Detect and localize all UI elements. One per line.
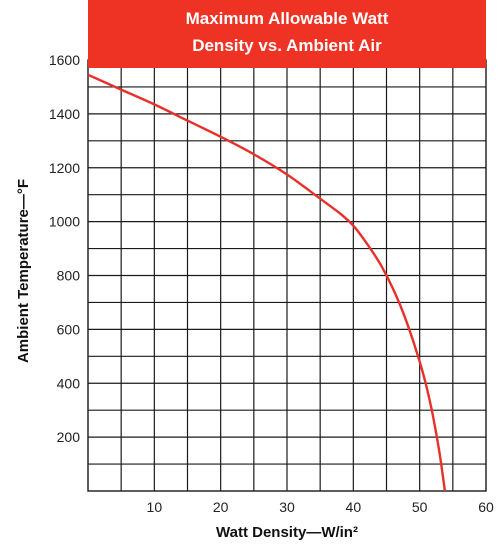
x-axis-label: Watt Density—W/in² <box>216 524 358 541</box>
y-tick-label: 800 <box>57 268 81 284</box>
y-tick-label: 1000 <box>49 214 80 230</box>
y-tick-label: 1600 <box>49 52 80 68</box>
y-tick-label: 400 <box>57 375 81 391</box>
x-tick-label: 60 <box>478 499 494 515</box>
title-banner <box>88 0 486 68</box>
x-tick-label: 10 <box>147 499 163 515</box>
y-axis-label: Ambient Temperature—°F <box>15 179 32 363</box>
x-tick-label: 40 <box>346 499 362 515</box>
series-line <box>87 73 447 492</box>
y-tick-label: 1400 <box>49 106 80 122</box>
x-axis-ticks: 10 20 30 40 50 60 <box>147 499 494 515</box>
chart-title-line-1: Maximum Allowable Watt <box>186 9 389 28</box>
y-tick-label: 1200 <box>49 160 80 176</box>
y-axis-ticks: 200 400 600 800 1000 1200 1400 1600 <box>49 52 80 445</box>
chart-title-line-2: Density vs. Ambient Air <box>192 36 382 55</box>
x-tick-label: 30 <box>279 499 295 515</box>
grid <box>87 59 487 492</box>
y-tick-label: 200 <box>57 429 81 445</box>
x-tick-label: 20 <box>213 499 229 515</box>
series-group <box>87 73 447 492</box>
y-tick-label: 600 <box>57 321 81 337</box>
x-tick-label: 50 <box>412 499 428 515</box>
